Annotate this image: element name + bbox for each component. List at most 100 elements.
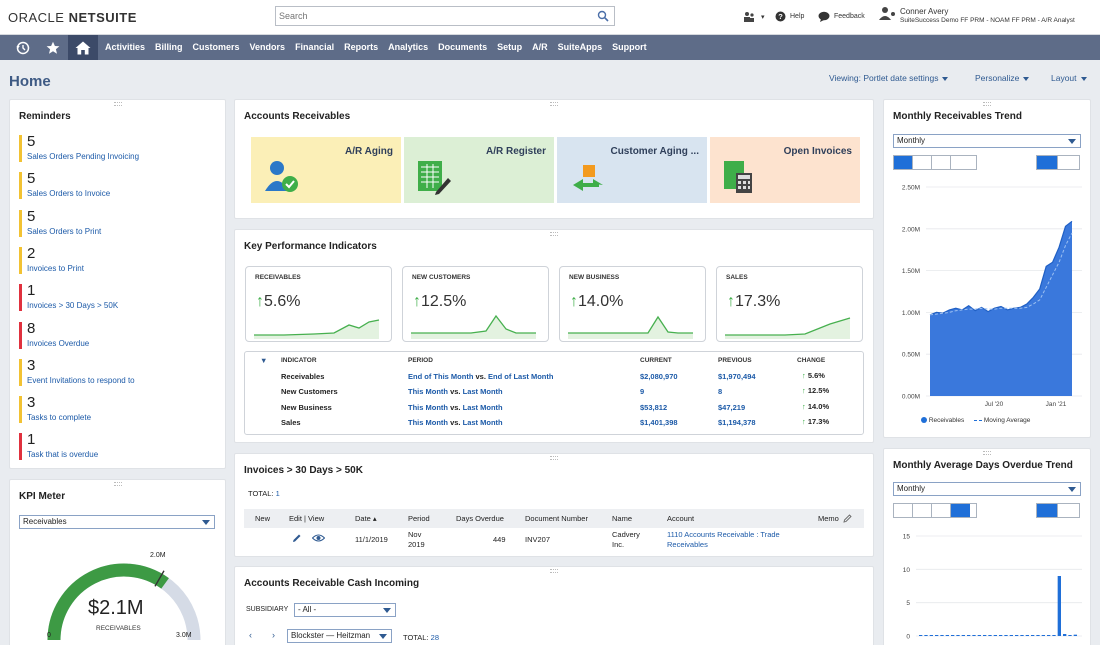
nav-tab-documents[interactable]: Documents [438, 42, 488, 52]
line-chart-option[interactable] [913, 156, 932, 169]
nav-tab-financial[interactable]: Financial [295, 42, 335, 52]
period-compare-link[interactable]: Last Month [462, 387, 503, 397]
reminder-item[interactable]: 5 Sales Orders to Print [19, 208, 219, 238]
area-chart-option[interactable] [894, 156, 913, 169]
period-compare-link[interactable]: End of Last Month [488, 372, 554, 381]
reminder-count[interactable]: 8 [27, 319, 36, 337]
reminder-label-invoices-to-print[interactable]: Invoices to Print [27, 263, 84, 273]
reminder-item[interactable]: 8 Invoices Overdue [19, 320, 219, 350]
customer-filter-select[interactable]: Blockster — Heitzman [287, 629, 392, 643]
drag-handle[interactable] [983, 102, 991, 106]
period-link[interactable]: This Month [408, 402, 448, 412]
cell-previous[interactable]: $1,970,494 [718, 372, 756, 381]
cell-current[interactable]: $2,080,970 [640, 372, 678, 381]
drag-handle[interactable] [550, 456, 558, 460]
drag-handle[interactable] [550, 232, 558, 236]
nav-tab-vendors[interactable]: Vendors [249, 42, 286, 52]
col-header-period[interactable]: Period [408, 514, 430, 523]
period-compare-link[interactable]: Last Month [462, 402, 503, 412]
overdue-period-select[interactable]: Monthly [893, 482, 1081, 496]
line-chart-option[interactable] [913, 504, 932, 517]
subsidiary-select[interactable]: - All - [294, 603, 396, 617]
period-link[interactable]: This Month [408, 387, 448, 397]
reminder-item[interactable]: 1 Task that is overdue [19, 431, 219, 461]
viewing-settings-menu[interactable]: Viewing: Portlet date settings [829, 73, 949, 83]
moving-average-off[interactable] [1058, 504, 1079, 517]
recent-records-menu[interactable]: ▾ [743, 11, 765, 23]
reminder-label-invoices-overdue[interactable]: Invoices Overdue [27, 338, 90, 348]
kpi-box-new-customers[interactable]: NEW CUSTOMERS ↑12.5% [402, 266, 549, 342]
cell-previous[interactable]: 8 [718, 387, 723, 397]
reminder-item[interactable]: 5 Sales Orders Pending Invoicing [19, 133, 219, 163]
moving-average-off[interactable] [1058, 156, 1079, 169]
col-header-date[interactable]: Date ▴ [355, 514, 377, 523]
col-header-document-number[interactable]: Document Number [525, 514, 588, 523]
reminder-count[interactable]: 2 [27, 244, 36, 262]
reminder-item[interactable]: 1 Invoices > 30 Days > 50K [19, 282, 219, 312]
kpi-box-sales[interactable]: SALES ↑17.3% [716, 266, 863, 342]
reminder-label-tasks-to-complete[interactable]: Tasks to complete [27, 413, 92, 423]
reminder-count[interactable]: 3 [27, 356, 36, 374]
kpi-box-new-business[interactable]: NEW BUSINESS ↑14.0% [559, 266, 706, 342]
bar-horizontal-option[interactable] [932, 156, 951, 169]
home-button[interactable] [68, 35, 98, 60]
reminder-count[interactable]: 5 [27, 207, 36, 225]
drag-handle[interactable] [113, 102, 122, 106]
drag-handle[interactable] [550, 102, 558, 106]
cell-account-link-cont[interactable]: Receivables [667, 540, 708, 549]
nav-tab-suiteapps[interactable]: SuiteApps [557, 42, 603, 52]
reminder-item[interactable]: 3 Tasks to complete [19, 394, 219, 424]
reminder-item[interactable]: 2 Invoices to Print [19, 245, 219, 275]
reminder-count[interactable]: 5 [27, 170, 36, 188]
reminder-count[interactable]: 3 [27, 394, 36, 412]
col-header-memo[interactable]: Memo [818, 514, 839, 523]
drag-handle[interactable] [550, 569, 558, 573]
reminder-label-task-that-is-overdue[interactable]: Task that is overdue [27, 450, 99, 460]
reminder-label-sales-orders-to-print[interactable]: Sales Orders to Print [27, 226, 102, 236]
overdue-moving-average-toggle[interactable] [1036, 503, 1080, 518]
kpi-box-receivables[interactable]: RECEIVABLES ↑5.6% [245, 266, 392, 342]
reminder-label-invoices-30-days-50k[interactable]: Invoices > 30 Days > 50K [27, 301, 119, 311]
layout-menu[interactable]: Layout [1051, 73, 1087, 83]
open-invoices-tile[interactable]: Open Invoices [710, 137, 860, 203]
cell-period[interactable]: This Month vs. Last Month [408, 387, 503, 396]
nav-tab-customers[interactable]: Customers [192, 42, 240, 52]
netsuite-logo[interactable]: ORACLE NETSUITE [8, 10, 137, 25]
cell-period[interactable]: This Month vs. Last Month [408, 418, 503, 427]
reminder-label-sales-orders-to-invoice[interactable]: Sales Orders to Invoice [27, 189, 111, 199]
nav-tab-reports[interactable]: Reports [344, 42, 379, 52]
ar-aging-tile[interactable]: A/R Aging [251, 137, 401, 203]
chart-type-toggle[interactable] [893, 155, 977, 170]
nav-tab-analytics[interactable]: Analytics [388, 42, 429, 52]
col-header-account[interactable]: Account [667, 514, 695, 523]
user-menu[interactable]: Conner Avery SuiteSuccess Demo FF PRM - … [878, 6, 1075, 24]
cell-account-link[interactable]: 1110 Accounts Receivable : Trade [667, 530, 780, 539]
cell-period[interactable]: This Month vs. Last Month [408, 403, 503, 412]
period-link[interactable]: End of This Month [408, 372, 474, 381]
nav-tab-activities[interactable]: Activities [105, 42, 146, 52]
collapse-chevron-icon[interactable]: ▼ [260, 356, 268, 365]
ar-register-tile[interactable]: A/R Register [404, 137, 554, 203]
personalize-menu[interactable]: Personalize [975, 73, 1030, 83]
col-header-days-overdue[interactable]: Days Overdue [456, 514, 504, 523]
cell-current[interactable]: $53,812 [640, 402, 668, 412]
next-arrow-icon[interactable]: › [272, 630, 275, 640]
period-compare-link[interactable]: Last Month [462, 417, 503, 427]
nav-tab-setup[interactable]: Setup [497, 42, 523, 52]
kpi-meter-select[interactable]: Receivables [19, 515, 215, 529]
col-header-new[interactable]: New [255, 514, 271, 523]
cell-current[interactable]: $1,401,398 [640, 417, 678, 427]
cell-current[interactable]: 9 [640, 387, 645, 397]
pencil-icon[interactable] [843, 514, 852, 523]
reminder-label-sales-orders-pending-invoicing[interactable]: Sales Orders Pending Invoicing [27, 152, 140, 161]
edit-pencil-icon[interactable] [292, 533, 302, 543]
reminder-item[interactable]: 5 Sales Orders to Invoice [19, 170, 219, 200]
nav-tab-ar[interactable]: A/R [532, 42, 548, 52]
moving-average-on[interactable] [1037, 156, 1058, 169]
reminder-count[interactable]: 1 [27, 431, 36, 449]
area-chart-option[interactable] [894, 504, 913, 517]
column-chart-option[interactable] [951, 156, 970, 169]
nav-tab-billing[interactable]: Billing [155, 42, 183, 52]
moving-average-toggle[interactable] [1036, 155, 1080, 170]
global-search[interactable] [275, 6, 615, 26]
